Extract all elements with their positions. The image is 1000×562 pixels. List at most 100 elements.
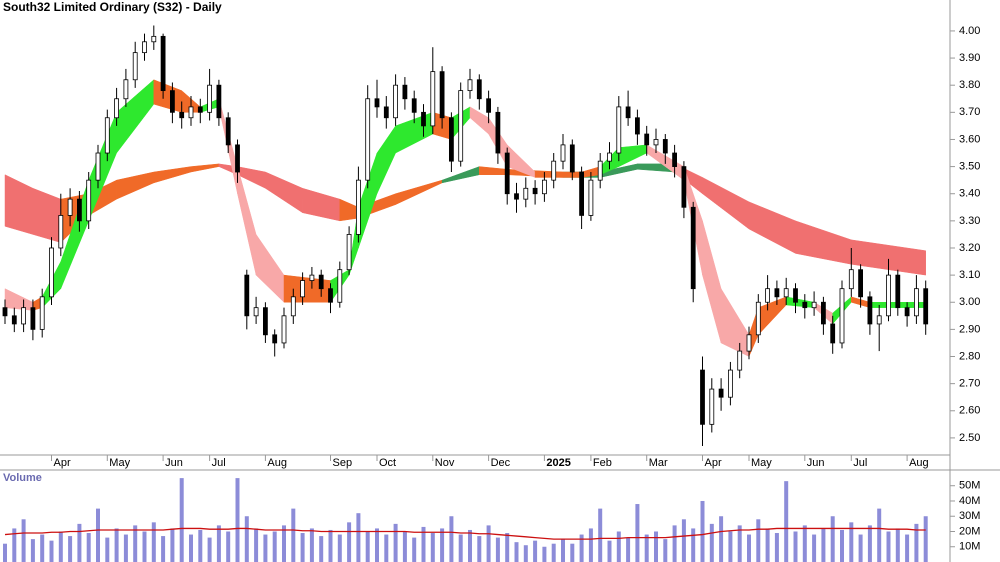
volume-bar — [40, 534, 45, 562]
candle-body — [458, 90, 464, 162]
volume-bar — [319, 536, 324, 562]
x-tick-label: Oct — [379, 457, 396, 469]
candle-body — [718, 388, 724, 398]
volume-bar — [142, 531, 147, 562]
candle-body — [867, 296, 873, 325]
volume-bar — [784, 481, 789, 562]
plot-layer: 2.50 2.60 2.70 2.80 2.90 3.00 3.10 3.20 3.30 3.40… — [2, 25, 980, 562]
volume-bar — [505, 533, 510, 562]
volume-bar — [170, 528, 175, 562]
volume-bar — [626, 537, 631, 562]
candle-body — [523, 187, 529, 200]
volume-bar — [198, 529, 203, 562]
candle-body — [346, 234, 352, 271]
candle-body — [262, 307, 268, 336]
volume-bar — [105, 537, 110, 562]
y-tick-label: 2.80 — [959, 350, 980, 362]
volume-bar — [347, 522, 352, 562]
candle-body — [858, 269, 863, 298]
candle-body — [728, 369, 733, 398]
x-tick-label: Jul — [853, 457, 867, 469]
candle-body — [216, 84, 222, 119]
x-tick-label: Jun — [807, 457, 825, 469]
candle-body — [328, 288, 333, 303]
candle-body — [411, 98, 417, 113]
volume-bar — [30, 539, 35, 562]
candle-body — [21, 307, 27, 325]
volume-bar — [514, 542, 519, 562]
volume-bar — [114, 528, 119, 562]
candle-body — [904, 307, 910, 317]
candle-body — [560, 144, 566, 162]
volume-bar — [849, 522, 854, 562]
volume-bar — [895, 528, 900, 562]
candle-body — [114, 98, 119, 119]
volume-bar — [477, 536, 482, 562]
volume-bar — [561, 539, 565, 562]
y-tick-label: 30M — [959, 510, 980, 522]
volume-bar — [551, 543, 556, 562]
y-tick-label: 40M — [959, 495, 980, 507]
y-tick-label: 2.50 — [959, 432, 980, 444]
volume-bar — [830, 516, 835, 562]
volume-bar — [393, 523, 398, 562]
candle-body — [430, 71, 436, 127]
candle-body — [402, 84, 408, 100]
volume-bar — [840, 529, 844, 562]
candle-body — [142, 41, 147, 54]
chart-title: South32 Limited Ordinary (S32) - Daily — [3, 0, 222, 14]
candle-body — [495, 111, 501, 154]
volume-bar — [747, 534, 751, 562]
volume-bar — [3, 543, 7, 562]
volume-bar — [365, 531, 370, 562]
volume-bar — [123, 534, 128, 562]
candle-body — [783, 288, 789, 298]
volume-bar — [719, 516, 724, 562]
volume-bar — [644, 534, 649, 562]
candle-body — [514, 193, 519, 200]
volume-bar — [663, 539, 668, 562]
volume-bar — [291, 508, 296, 562]
candle-body — [207, 84, 213, 113]
candle-body — [151, 35, 157, 43]
volume-bar — [440, 528, 445, 562]
volume-bar — [579, 534, 584, 562]
volume-bar — [300, 533, 305, 562]
candle-body — [318, 274, 324, 290]
candle-body — [923, 288, 929, 325]
candle-body — [569, 144, 575, 173]
volume-bar — [793, 531, 798, 562]
volume-bar — [244, 516, 249, 562]
y-tick-label: 3.10 — [959, 269, 980, 281]
candle-body — [11, 315, 17, 325]
candle-body — [104, 117, 110, 154]
x-tick-label: Apr — [705, 457, 722, 469]
volume-bar — [449, 516, 454, 562]
volume-bar — [402, 531, 407, 562]
candle-body — [579, 171, 584, 216]
volume-bar — [821, 528, 826, 562]
candle-body — [374, 98, 380, 108]
candle-body — [830, 323, 836, 344]
candle-body — [895, 274, 901, 309]
x-tick-label: Dec — [491, 457, 511, 469]
candle-body — [821, 301, 826, 325]
candle-body — [179, 111, 185, 119]
candle-body — [681, 166, 687, 208]
candle-body — [644, 133, 650, 146]
volume-bar — [384, 534, 389, 562]
y-tick-label: 50M — [959, 480, 980, 492]
volume-bar — [914, 523, 919, 562]
volume-bar — [654, 531, 658, 562]
candle-body — [690, 206, 696, 290]
y-tick-label: 3.90 — [959, 52, 980, 64]
candle-body — [49, 247, 54, 298]
volume-average-line — [4, 527, 926, 540]
candle-body — [616, 106, 622, 154]
candle-body — [476, 79, 482, 100]
x-tick-label: Aug — [267, 457, 287, 469]
volume-bar — [728, 531, 733, 562]
volume-bar — [189, 534, 193, 562]
volume-bar — [588, 528, 593, 562]
